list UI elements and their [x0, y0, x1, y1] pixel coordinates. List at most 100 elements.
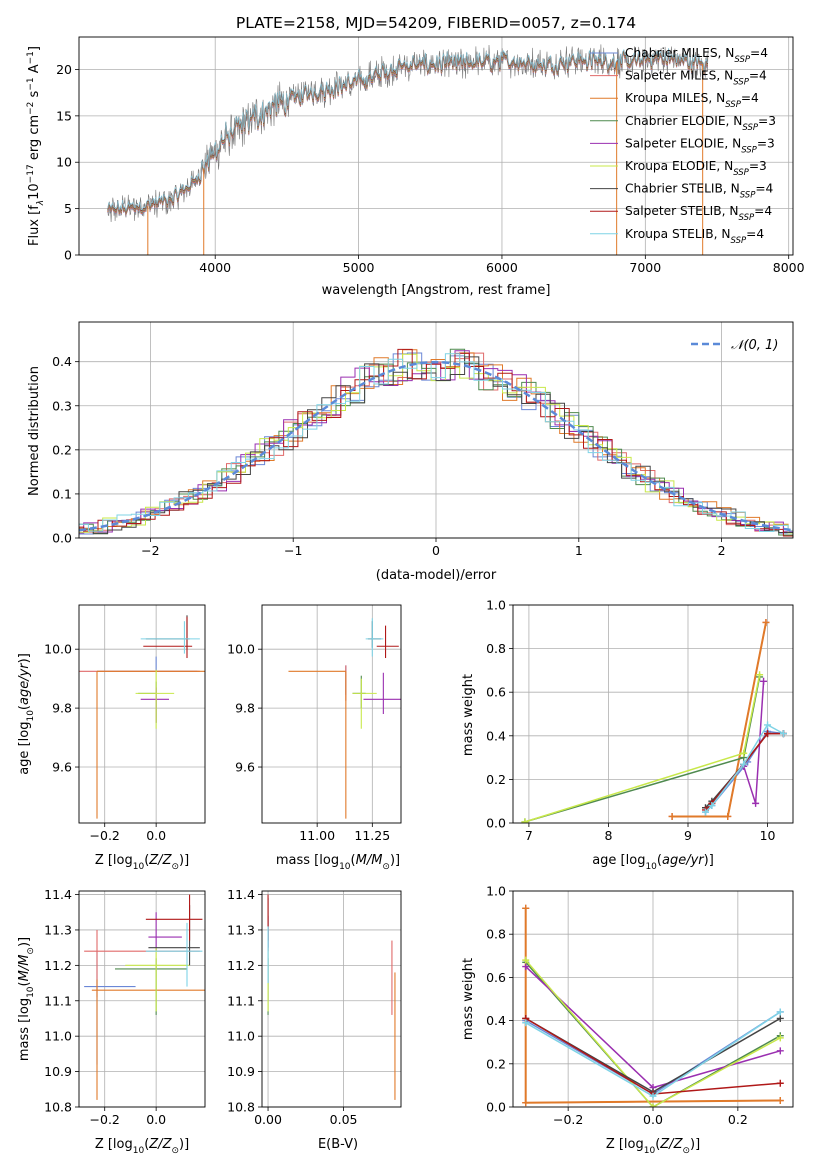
residuals-xtick-label: 1 — [575, 543, 583, 558]
residuals-ytick-label: 0.0 — [52, 531, 72, 546]
massZ-ytick-label: 11.3 — [44, 922, 72, 937]
mwAge-point-marker — [752, 799, 760, 807]
ageM-frame — [261, 604, 402, 824]
mwAge-ytick-label: 0.2 — [486, 772, 506, 787]
legend-entry: 𝒩(0, 1) — [731, 338, 778, 353]
residuals-ytick-label: 0.1 — [52, 486, 72, 501]
residuals-ytick-label: 0.3 — [52, 398, 72, 413]
figure-title: PLATE=2158, MJD=54209, FIBERID=0057, z=0… — [236, 14, 636, 32]
massE-xtick-label: 0.05 — [330, 1112, 358, 1127]
ageZ-plot-area — [79, 615, 205, 819]
mwZ-point-marker — [776, 1014, 784, 1022]
mwAge-point-marker — [724, 812, 732, 820]
massE-ytick-label: 11.1 — [227, 993, 255, 1008]
mwZ-point-marker — [776, 1047, 784, 1055]
residuals-xtick-label: 2 — [718, 543, 726, 558]
residuals-ytick-label: 0.4 — [52, 354, 72, 369]
massweight-age-y-label: mass weight — [461, 674, 476, 756]
massZ-x-label: Z [log10(Z/Z⊙)] — [95, 1137, 189, 1156]
mwAge-xtick-label: 8 — [604, 828, 612, 843]
massweight-Z-y-label: mass weight — [461, 958, 476, 1040]
massE-ytick-label: 10.9 — [227, 1064, 255, 1079]
spectrum-x-label: wavelength [Angstrom, rest frame] — [322, 283, 551, 298]
spectrum-model-line — [107, 52, 708, 217]
legend-entry: Chabrier ELODIE, NSSP=3 — [625, 114, 776, 133]
mwAge-point-marker — [740, 749, 748, 757]
residuals-panel: (data-model)/error Normed distribution −… — [27, 321, 794, 583]
mwZ-ytick-label: 0.8 — [486, 927, 506, 942]
massE-xtick-label: 0.00 — [254, 1112, 282, 1127]
residual-histogram — [79, 353, 793, 532]
massZ-frame — [78, 890, 206, 1108]
spectrum-ytick-label: 10 — [56, 155, 72, 170]
legend-entry: Kroupa MILES, NSSP=4 — [625, 91, 759, 110]
spectrum-plot-area — [107, 44, 709, 255]
ageM-xtick-label: 11.25 — [354, 828, 390, 843]
massZ-xtick-label: −0.2 — [90, 1112, 120, 1127]
spectrum-y-label: Flux [fλ10−17 erg cm−2 s−1 A−1] — [26, 46, 46, 246]
ageZ-ytick-label: 9.8 — [52, 701, 72, 716]
mass-vs-ebv-panel: E(B-V) 0.00 0.05 10.8 10.9 11.0 11.1 11.2 11.3 1… — [227, 887, 402, 1152]
mwZ-point-marker — [776, 1097, 784, 1105]
mwAge-point-marker — [702, 808, 709, 816]
mass-vs-Z-panel: −0.2 0.0 10.8 10.9 11.0 11.1 11.2 11.3 11.4 Z [lo… — [17, 887, 206, 1156]
massE-plot-area — [267, 894, 396, 1100]
mwAge-ytick-label: 0.8 — [486, 641, 506, 656]
mwAge-point-marker — [764, 721, 772, 729]
legend-entry: Chabrier MILES, NSSP=4 — [625, 46, 768, 65]
ageM-ytick-label: 10.0 — [227, 642, 255, 657]
mwZ-point-marker — [522, 963, 530, 971]
spectrum-xtick-label: 4000 — [199, 260, 231, 275]
mwAge-series-line — [524, 676, 761, 823]
mwAge-frame — [512, 604, 794, 824]
residuals-plot-area — [79, 348, 793, 538]
mwZ-xtick-label: 0.0 — [643, 1112, 663, 1127]
massweight-vs-Z-panel: mass weight −0.2 0.0 0.2 0.0 0.2 0.4 0.6 0.8 1.0… — [461, 884, 794, 1156]
mwZ-point-marker — [776, 1079, 784, 1087]
mwAge-ytick-label: 1.0 — [486, 598, 506, 613]
massZ-plot-area — [84, 894, 205, 1100]
mwZ-point-marker — [522, 1099, 530, 1107]
mwZ-x-label: Z [log10(Z/Z⊙)] — [606, 1137, 700, 1156]
massZ-ytick-label: 11.1 — [44, 993, 72, 1008]
mwZ-point-marker — [649, 1092, 657, 1100]
spectrum-ytick-label: 0 — [64, 248, 72, 263]
massweight-vs-age-panel: mass weight 7 8 9 10 0.0 0.2 0.4 0.6 0.8 1.0 age [… — [461, 598, 794, 872]
mwZ-series-line — [525, 959, 781, 1107]
spectrum-model-line — [107, 49, 708, 214]
spectrum-model-line — [107, 48, 708, 213]
mwAge-point-marker — [668, 812, 676, 820]
massZ-y-label: mass [log10(M/M⊙)] — [17, 937, 36, 1061]
mwAge-xtick-label: 10 — [760, 828, 776, 843]
mwAge-xtick-label: 7 — [525, 828, 533, 843]
massE-frame — [261, 890, 402, 1108]
mwZ-xtick-label: 0.2 — [728, 1112, 748, 1127]
ageM-x-label: mass [log10(M/M⊙)] — [276, 853, 400, 872]
legend-entry: Kroupa STELIB, NSSP=4 — [625, 227, 764, 246]
legend-entry: Salpeter ELODIE, NSSP=3 — [625, 136, 775, 155]
ageZ-ytick-label: 9.6 — [52, 760, 72, 775]
mass-ebv-x-label: E(B-V) — [318, 1137, 358, 1152]
ageM-plot-area — [288, 618, 401, 819]
ageZ-frame — [78, 604, 206, 824]
residuals-y-label: Normed distribution — [27, 366, 42, 496]
mwZ-xtick-label: −0.2 — [553, 1112, 583, 1127]
spectrum-ytick-label: 5 — [64, 201, 72, 216]
massZ-ytick-label: 11.0 — [44, 1029, 72, 1044]
mwZ-ytick-label: 0.2 — [486, 1056, 506, 1071]
massZ-ytick-label: 11.4 — [44, 887, 72, 902]
mwAge-series-line — [704, 730, 784, 813]
mwZ-point-marker — [776, 1034, 784, 1042]
mwAge-point-marker — [740, 760, 748, 768]
spectrum-ytick-label: 15 — [56, 108, 72, 123]
spectrum-ytick-label: 20 — [56, 62, 72, 77]
legend-entry: Salpeter STELIB, NSSP=4 — [625, 204, 772, 223]
massE-ytick-label: 11.3 — [227, 922, 255, 937]
ageZ-xtick-label: 0.0 — [146, 828, 166, 843]
mwAge-point-marker — [762, 618, 770, 626]
mwAge-point-marker — [779, 730, 787, 738]
mwZ-point-marker — [776, 1008, 784, 1016]
spectrum-panel: wavelength [Angstrom, rest frame] Flux [… — [26, 36, 805, 298]
massE-ytick-label: 11.4 — [227, 887, 255, 902]
spectrum-xtick-label: 8000 — [773, 260, 805, 275]
